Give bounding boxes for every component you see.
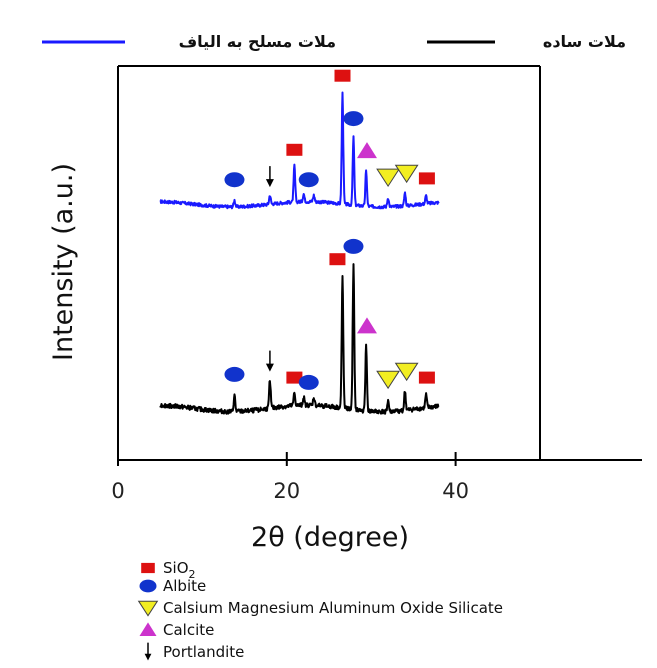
legend-label-plain: ملات ساده [543, 32, 626, 51]
portlandite-marker [265, 166, 274, 188]
cmaos-marker [376, 168, 400, 188]
albite-marker [139, 579, 157, 593]
calcite-marker [356, 317, 377, 334]
cmaos-marker [394, 164, 419, 184]
portlandite-marker [144, 642, 152, 661]
sio2-marker [286, 143, 303, 156]
cmaos-marker [376, 370, 400, 390]
phase-legend-label: Calcite [163, 621, 214, 639]
cmaos-marker [137, 600, 159, 617]
portlandite-marker [265, 350, 274, 372]
albite-marker [343, 111, 364, 127]
albite-marker [224, 366, 245, 382]
cmaos-marker [394, 362, 419, 382]
sio2-marker [418, 371, 435, 384]
markers-plain-mortar [224, 238, 435, 390]
albite-marker [224, 172, 245, 188]
sio2-marker [141, 562, 155, 574]
phase-legend-label: Portlandite [163, 643, 244, 661]
phase-legend-label: Calsium Magnesium Aluminum Oxide Silicat… [163, 599, 503, 617]
calcite-marker [356, 142, 377, 159]
x-tick-label: 40 [442, 479, 469, 503]
phase-legend-item: Calcite [139, 621, 214, 639]
phase-legend-label: SiO2 [163, 559, 196, 581]
sio2-marker [334, 69, 351, 82]
markers-fiber-mortar [224, 69, 435, 188]
x-tick-label: 20 [273, 479, 300, 503]
y-axis-title: Intensity (a.u.) [48, 163, 79, 361]
sio2-marker [329, 253, 346, 266]
phase-legend-item: Calsium Magnesium Aluminum Oxide Silicat… [137, 599, 503, 617]
albite-marker [298, 374, 319, 390]
trace-plain-mortar [159, 263, 440, 415]
phase-markers [224, 69, 435, 390]
albite-marker [298, 172, 319, 188]
series-legend: ملات مسلح به الیاف ملات ساده [42, 32, 626, 51]
calcite-marker [139, 622, 157, 636]
x-axis-title: 2θ (degree) [251, 522, 409, 553]
sio2-marker [418, 172, 435, 185]
x-tick-label: 0 [111, 479, 124, 503]
phase-legend-label: Albite [163, 577, 206, 595]
x-axis-ticks: 0 20 40 [111, 452, 469, 503]
phase-legend-item: Albite [139, 577, 206, 595]
phase-legend-item: Portlandite [144, 642, 244, 661]
phase-legend-item: SiO2 [141, 559, 196, 581]
trace-fiber-mortar [159, 91, 440, 210]
sio2-marker [286, 371, 303, 384]
albite-marker [343, 238, 364, 254]
legend-label-fiber: ملات مسلح به الیاف [179, 32, 336, 51]
series-layer [159, 91, 440, 415]
plot-frame [117, 65, 642, 461]
